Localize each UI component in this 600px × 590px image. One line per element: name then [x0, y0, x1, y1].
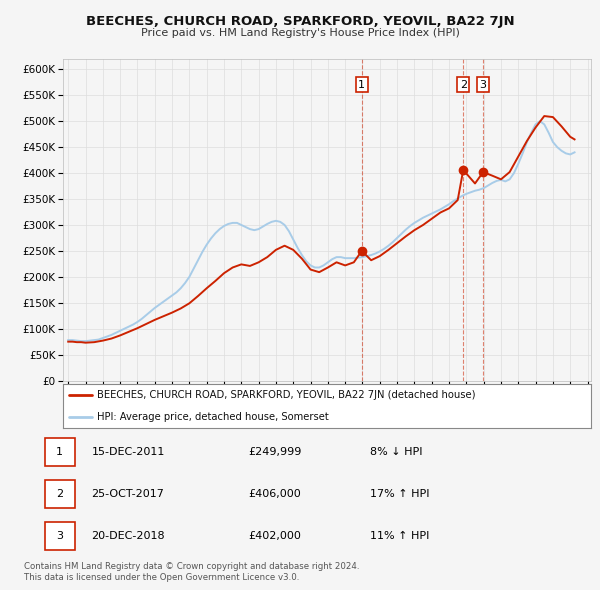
Text: 2: 2 — [56, 489, 63, 499]
Text: 25-OCT-2017: 25-OCT-2017 — [91, 489, 164, 499]
Text: This data is licensed under the Open Government Licence v3.0.: This data is licensed under the Open Gov… — [24, 573, 299, 582]
Text: 1: 1 — [358, 80, 365, 90]
Text: 20-DEC-2018: 20-DEC-2018 — [91, 532, 165, 542]
Text: 3: 3 — [479, 80, 487, 90]
FancyBboxPatch shape — [44, 438, 75, 466]
FancyBboxPatch shape — [44, 480, 75, 508]
Text: Contains HM Land Registry data © Crown copyright and database right 2024.: Contains HM Land Registry data © Crown c… — [24, 562, 359, 571]
Text: BEECHES, CHURCH ROAD, SPARKFORD, YEOVIL, BA22 7JN: BEECHES, CHURCH ROAD, SPARKFORD, YEOVIL,… — [86, 15, 514, 28]
FancyBboxPatch shape — [44, 523, 75, 550]
Text: 2: 2 — [460, 80, 467, 90]
Text: Price paid vs. HM Land Registry's House Price Index (HPI): Price paid vs. HM Land Registry's House … — [140, 28, 460, 38]
Text: £249,999: £249,999 — [249, 447, 302, 457]
Text: BEECHES, CHURCH ROAD, SPARKFORD, YEOVIL, BA22 7JN (detached house): BEECHES, CHURCH ROAD, SPARKFORD, YEOVIL,… — [97, 389, 476, 399]
Text: 3: 3 — [56, 532, 63, 542]
Text: 15-DEC-2011: 15-DEC-2011 — [91, 447, 165, 457]
Text: HPI: Average price, detached house, Somerset: HPI: Average price, detached house, Some… — [97, 412, 329, 422]
Text: £406,000: £406,000 — [249, 489, 302, 499]
Text: 17% ↑ HPI: 17% ↑ HPI — [370, 489, 430, 499]
Text: £402,000: £402,000 — [249, 532, 302, 542]
Text: 11% ↑ HPI: 11% ↑ HPI — [370, 532, 430, 542]
Text: 8% ↓ HPI: 8% ↓ HPI — [370, 447, 423, 457]
Text: 1: 1 — [56, 447, 63, 457]
